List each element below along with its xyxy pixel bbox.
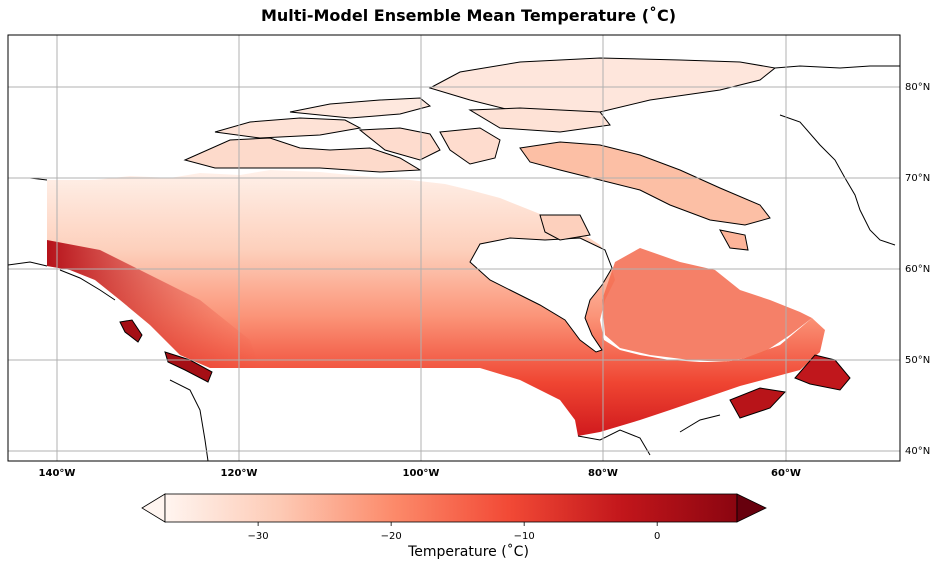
lat-label-60n: 60°N [905,264,930,275]
quebec-labrador-field [602,248,812,362]
colorbar-tick-label: 0 [654,531,660,542]
greenland-outline [774,65,900,246]
colorbar-extend-min [141,493,166,523]
hudson-bay [469,237,613,353]
vancouver-island-field [119,319,143,343]
colorbar: −30 −20 −10 0 [141,493,767,542]
longitude-labels: 140°W 120°W 100°W 80°W 60°W [39,468,801,479]
colorbar-body [164,493,738,523]
lon-label-60w: 60°W [771,468,801,479]
map-title: Multi-Model Ensemble Mean Temperature (˚… [260,6,677,25]
map-frame [7,34,901,462]
lat-label-70n: 70°N [905,173,930,184]
lon-label-140w: 140°W [39,468,76,479]
mainland-temperature-field [47,170,825,436]
colorbar-extend-max [736,493,767,523]
lat-label-80n: 80°N [905,82,930,93]
lon-label-80w: 80°W [588,468,618,479]
lat-label-40n: 40°N [905,446,930,457]
west-coast-warm-field [47,240,260,368]
colorbar-ticks: −30 −20 −10 0 [248,522,660,542]
lon-label-100w: 100°W [403,468,440,479]
lat-label-50n: 50°N [905,355,930,366]
map-gridlines [8,35,900,461]
lon-label-120w: 120°W [221,468,258,479]
newfoundland-field [794,354,851,391]
latitude-labels: 80°N 70°N 60°N 50°N 40°N [905,82,930,457]
maritimes-field [729,387,787,419]
map-data-layer [8,57,900,461]
colorbar-tick-label: −20 [381,531,402,542]
colorbar-tick-label: −30 [248,531,269,542]
colorbar-label: Temperature (˚C) [408,544,529,560]
colorbar-tick-label: −10 [514,531,535,542]
